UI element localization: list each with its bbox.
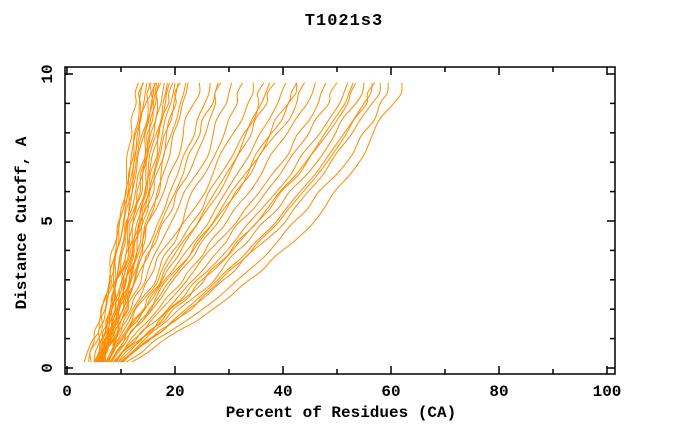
model-curve (109, 82, 287, 363)
y-tick-label: 10 (39, 64, 57, 83)
model-curve (100, 82, 219, 363)
plot-frame (64, 66, 616, 375)
model-curve (121, 82, 376, 363)
x-tick-label: 60 (381, 383, 400, 401)
model-curve (131, 82, 403, 363)
x-axis-title: Percent of Residues (CA) (225, 404, 457, 422)
model-curve (104, 82, 243, 363)
model-curve (105, 82, 254, 363)
model-curve (96, 82, 201, 363)
model-curve (107, 82, 270, 363)
model-curve (110, 82, 297, 363)
model-curve (116, 82, 349, 363)
model-curve (103, 82, 171, 363)
model-curve (101, 82, 222, 363)
model-curve (107, 82, 265, 363)
model-curve (83, 82, 152, 363)
model-curve (126, 82, 389, 363)
model-curve (89, 82, 139, 363)
y-tick-label: 0 (39, 363, 57, 373)
model-curve (93, 82, 157, 363)
model-curve (98, 82, 158, 363)
model-curve (112, 82, 316, 363)
model-curve (123, 82, 381, 363)
model-curve (115, 82, 338, 363)
y-tick-label: 5 (39, 216, 57, 226)
model-curve (117, 82, 354, 363)
model-curve (95, 82, 160, 363)
model-curve (119, 82, 365, 363)
x-tick-label: 0 (62, 383, 72, 401)
model-curve (98, 82, 211, 363)
x-tick-label: 80 (489, 383, 508, 401)
x-tick-label: 100 (593, 383, 622, 401)
model-curve (104, 82, 181, 363)
x-tick-label: 40 (273, 383, 292, 401)
x-tick-label: 20 (165, 383, 184, 401)
model-curve (103, 82, 233, 363)
chart-title: T1021s3 (304, 12, 384, 31)
